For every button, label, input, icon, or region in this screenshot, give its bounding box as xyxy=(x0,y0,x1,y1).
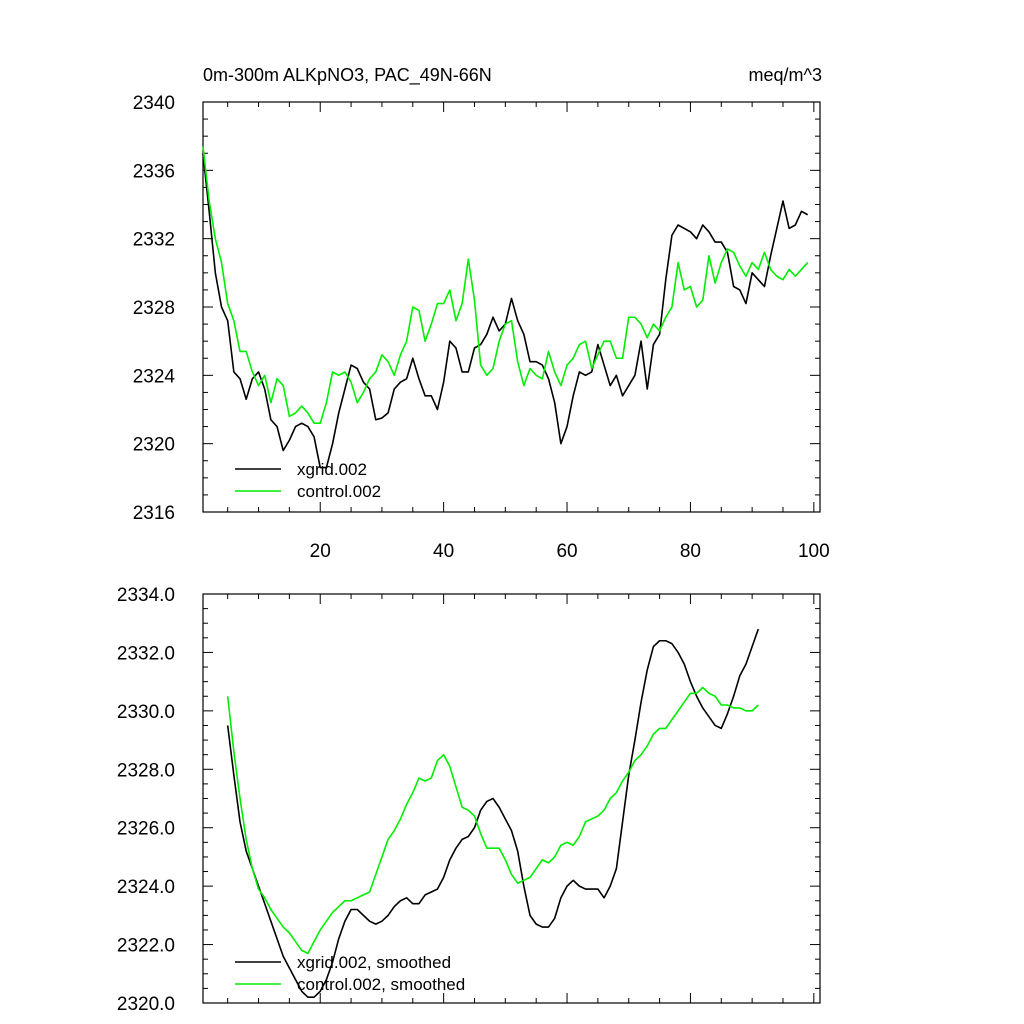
bottom-series-line-control xyxy=(226,686,759,955)
bottom-series-line-xgrid xyxy=(226,628,760,998)
bottom-y-tick-label: 2332.0 xyxy=(117,643,175,664)
top-x-tick-label: 20 xyxy=(310,541,331,562)
top-y-tick-label: 2340 xyxy=(133,93,175,114)
top-y-tick-label: 2328 xyxy=(133,298,175,319)
bottom-chart-plot: 2320.0 2322.0 2324.0 2326.0 2328.0 2330.0 2332… xyxy=(117,585,821,1015)
bottom-legend-label: xgrid.002, smoothed xyxy=(297,953,451,972)
top-x-tick-label: 60 xyxy=(556,541,577,562)
bottom-y-tick-label: 2328.0 xyxy=(117,760,175,781)
top-x-tick-label: 80 xyxy=(680,541,701,562)
top-chart: 0m-300m ALKpNO3, PAC_49N-66N meq/m^3 231… xyxy=(133,65,830,562)
top-y-tick-label: 2316 xyxy=(133,503,175,524)
bottom-y-tick-label: 2330.0 xyxy=(117,702,175,723)
top-legend-label: xgrid.002 xyxy=(297,460,367,479)
top-chart-plot: 2316 2320 2324 2328 2332 2336 2340 20 40 60 80 100 x… xyxy=(133,93,830,562)
bottom-y-tick-label: 2320.0 xyxy=(117,994,175,1015)
bottom-chart: 2320.0 2322.0 2324.0 2326.0 2328.0 2330.0 2332… xyxy=(117,585,821,1015)
top-x-tick-label: 100 xyxy=(798,541,830,562)
top-y-tick-label: 2332 xyxy=(133,230,175,251)
top-x-tick-label: 40 xyxy=(433,541,454,562)
top-legend-label: control.002 xyxy=(297,482,381,501)
bottom-y-tick-label: 2326.0 xyxy=(117,819,175,840)
top-y-tick-label: 2324 xyxy=(133,366,176,387)
top-y-tick-label: 2336 xyxy=(133,161,175,182)
bottom-y-tick-label: 2324.0 xyxy=(117,877,175,898)
top-chart-title: 0m-300m ALKpNO3, PAC_49N-66N xyxy=(203,65,492,86)
bottom-y-tick-label: 2334.0 xyxy=(117,585,175,606)
top-chart-units: meq/m^3 xyxy=(749,65,822,85)
top-series-line-control xyxy=(202,146,809,424)
bottom-y-tick-label: 2322.0 xyxy=(117,936,175,957)
bottom-legend-label: control.002, smoothed xyxy=(297,975,465,994)
top-y-tick-label: 2320 xyxy=(133,435,175,456)
